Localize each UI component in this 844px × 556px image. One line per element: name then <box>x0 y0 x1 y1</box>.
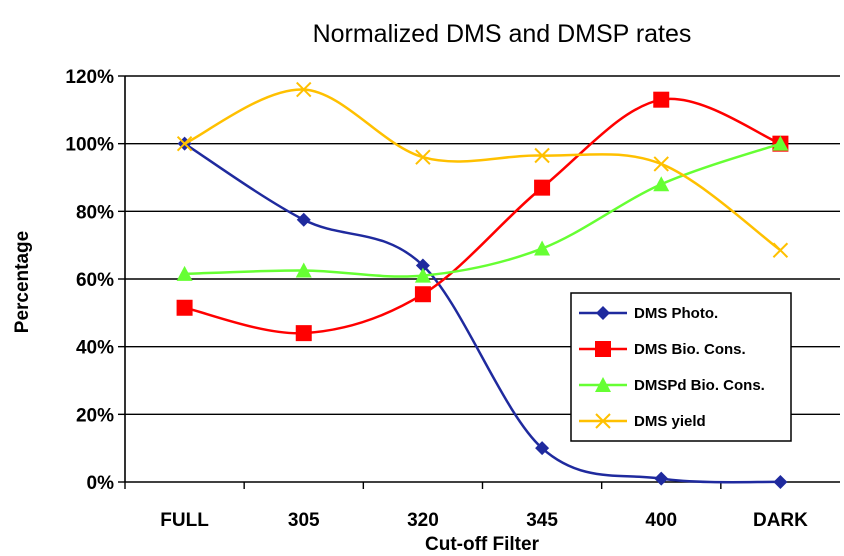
data-point-dms-photo <box>654 471 669 486</box>
x-tick-labels: FULL 305 320 345 400 DARK <box>124 482 808 531</box>
data-point-dmspd-bio-cons <box>653 176 670 192</box>
legend-label: DMS Photo. <box>634 305 718 322</box>
data-point-dmspd-bio-cons <box>295 262 312 278</box>
data-point-dms-yield <box>772 242 789 258</box>
data-point-dms-yield <box>296 81 312 98</box>
data-point-dms-yield <box>415 149 431 165</box>
data-point-dms-bio-cons <box>653 91 670 108</box>
x-tick-label: 305 <box>288 510 320 531</box>
x-axis-label: Cut-off Filter <box>425 534 540 555</box>
y-axis-label: Percentage <box>12 231 33 333</box>
data-point-dms-photo <box>773 475 788 489</box>
y-tick-label: 20% <box>76 405 114 426</box>
x-marker-stroke <box>772 242 789 258</box>
data-point-dms-bio-cons <box>176 299 193 316</box>
data-point-dms-yield <box>534 147 550 164</box>
x-tick-label: 400 <box>645 510 677 531</box>
data-point-dms-bio-cons <box>414 286 431 303</box>
x-marker-stroke <box>534 147 550 164</box>
data-point-dmspd-bio-cons <box>176 265 193 281</box>
x-marker-stroke <box>296 81 312 98</box>
y-tick-labels: 0% 20% 40% 60% 80% 100% 120% <box>65 67 114 494</box>
x-tick-label: 345 <box>526 510 558 531</box>
chart-title: Normalized DMS and DMSP rates <box>313 20 692 48</box>
y-tick-label: 60% <box>76 270 114 291</box>
data-point-dms-yield <box>176 135 193 152</box>
y-tick-label: 100% <box>65 135 114 156</box>
y-tick-label: 40% <box>76 338 114 359</box>
data-point-dms-bio-cons <box>295 325 312 342</box>
x-marker-stroke <box>595 413 611 429</box>
legend-entry-dms-bio-cons: DMS Bio. Cons. <box>579 341 746 358</box>
x-tick-label: 320 <box>407 510 439 531</box>
y-tick-label: 80% <box>76 202 114 223</box>
data-point-dms-bio-cons <box>534 179 551 196</box>
series-dmspd-bio-cons <box>176 135 789 283</box>
series-dms-yield <box>176 81 789 258</box>
legend-swatch-marker <box>595 341 611 357</box>
legend-swatch-marker <box>595 377 611 392</box>
x-tick-label: DARK <box>753 510 808 531</box>
data-point-dms-photo <box>415 258 430 273</box>
series-group <box>176 81 789 489</box>
legend: DMS Photo. DMS Bio. Cons. DMSPd Bio. Cons.… <box>570 292 792 442</box>
data-point-dmspd-bio-cons <box>534 240 551 256</box>
data-point-dmspd-bio-cons <box>414 267 431 283</box>
y-tick-label: 0% <box>87 473 115 494</box>
x-marker-stroke <box>415 149 431 165</box>
series-line-dmspd-bio-cons <box>184 142 781 278</box>
series-line-dms-bio-cons <box>184 97 781 335</box>
series-line-dms-yield <box>184 88 782 252</box>
data-point-dmspd-bio-cons <box>772 135 789 151</box>
legend-swatch-marker <box>596 306 610 320</box>
data-point-dms-photo <box>296 212 311 227</box>
x-tick-label: FULL <box>160 510 209 531</box>
legend-label: DMS yield <box>634 413 706 430</box>
legend-entry-dms-yield: DMS yield <box>579 413 706 430</box>
legend-label: DMS Bio. Cons. <box>634 341 746 358</box>
series-dms-bio-cons <box>176 91 789 342</box>
legend-entry-dms-photo: DMS Photo. <box>579 305 718 322</box>
data-point-dms-photo <box>535 441 550 456</box>
x-marker-stroke <box>176 135 193 152</box>
y-tick-label: 120% <box>65 67 114 88</box>
legend-label: DMSPd Bio. Cons. <box>634 377 765 394</box>
legend-swatch-marker <box>595 413 611 429</box>
data-point-dms-yield <box>653 156 669 172</box>
legend-entry-dmspd-bio-cons: DMSPd Bio. Cons. <box>579 377 765 394</box>
x-marker-stroke <box>653 156 669 172</box>
